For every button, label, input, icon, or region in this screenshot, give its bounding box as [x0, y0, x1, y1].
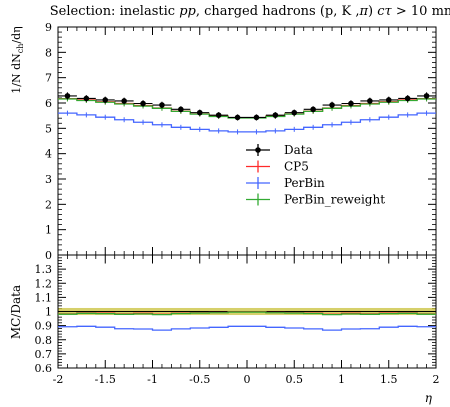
data-point	[64, 93, 71, 99]
svg-text:1/N dNch/dη: 1/N dNch/dη	[10, 26, 25, 93]
ratio-y-tick-label: 1.1	[35, 291, 53, 304]
data-point	[83, 95, 90, 102]
data-point	[385, 97, 392, 103]
main-y-tick-label: 0	[45, 249, 52, 262]
x-tick-label: 1.5	[380, 373, 398, 386]
ratio-y-tick-label: 0.6	[35, 362, 53, 375]
series-line-perbin-reweight	[58, 98, 436, 119]
legend-label-perbin-reweight: PerBin_reweight	[284, 193, 385, 207]
data-point	[102, 97, 109, 103]
series-line-cp5	[58, 98, 436, 119]
data-point	[310, 106, 316, 113]
data-point	[367, 98, 373, 104]
main-y-tick-label: 5	[45, 122, 52, 135]
main-y-tick-label: 3	[45, 173, 52, 186]
legend-label-data: Data	[284, 143, 313, 157]
x-tick-label: -2	[53, 373, 64, 386]
data-point	[423, 93, 430, 99]
main-y-tick-label: 7	[45, 72, 52, 85]
data-point	[404, 95, 411, 102]
ratio-y-tick-label: 1.2	[35, 277, 53, 290]
data-point	[291, 109, 298, 116]
ratio-y-tick-label: 1.3	[35, 263, 53, 276]
chart-title: Selection: inelastic pp, charged hadrons…	[50, 4, 450, 19]
x-tick-label: -1.5	[95, 373, 116, 386]
main-y-tick-label: 6	[45, 97, 52, 110]
x-tick-label: 2	[433, 373, 440, 386]
data-point	[121, 98, 127, 104]
main-ylabel: 1/N dNch/dη	[10, 26, 25, 93]
main-plot-frame	[57, 26, 437, 256]
legend-swatch-marker	[255, 147, 261, 153]
x-tick-label: 1	[338, 373, 345, 386]
data-point	[253, 114, 260, 121]
legend-label-perbin: PerBin	[284, 176, 325, 190]
data-point	[159, 102, 165, 108]
main-y-tick-label: 1	[45, 224, 52, 237]
data-point	[329, 102, 335, 108]
data-point	[215, 112, 222, 118]
ratio-y-tick-label: 1	[45, 306, 52, 319]
x-tick-label: 0.5	[286, 373, 304, 386]
ratio-ylabel: MC/Data	[9, 285, 23, 339]
ratio-line-perbin-reweight	[58, 311, 436, 316]
legend-label-cp5: CP5	[284, 160, 309, 174]
data-point	[272, 112, 279, 118]
x-tick-label: -1	[147, 373, 158, 386]
series-line-perbin	[58, 112, 436, 133]
x-axis-label: η	[425, 391, 433, 405]
main-y-tick-label: 4	[45, 148, 52, 161]
data-point	[196, 109, 203, 116]
x-tick-label: 0	[244, 373, 251, 386]
ratio-y-tick-label: 0.8	[35, 334, 53, 347]
data-point	[140, 100, 146, 107]
main-y-tick-label: 9	[45, 21, 52, 34]
x-tick-label: -0.5	[189, 373, 210, 386]
data-point	[178, 106, 184, 113]
data-point	[348, 100, 354, 107]
ratio-y-tick-label: 0.7	[35, 348, 53, 361]
main-y-tick-label: 2	[45, 198, 52, 211]
data-point	[234, 114, 241, 121]
ratio-line-perbin	[58, 325, 436, 331]
ratio-y-tick-label: 0.9	[35, 320, 53, 333]
main-y-tick-label: 8	[45, 46, 52, 59]
